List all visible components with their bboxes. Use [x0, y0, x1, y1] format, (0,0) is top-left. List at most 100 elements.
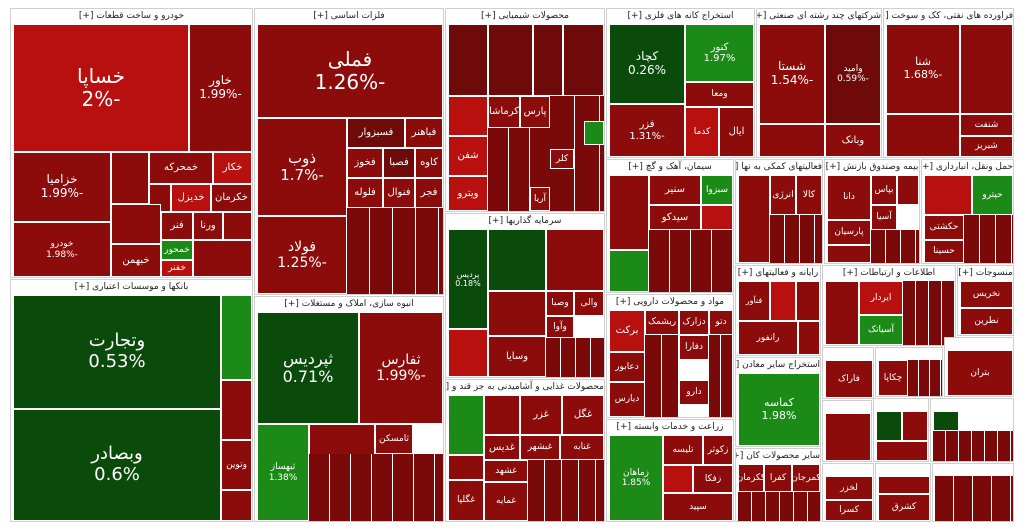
tile-kala[interactable]: کالا — [796, 175, 822, 215]
sector-pharma[interactable]: مواد و محصولات دارویی [+] برکت ریشمک دزا… — [606, 294, 734, 418]
tile-group-food-small[interactable] — [528, 460, 604, 521]
tile-zarvas[interactable]: فاراک — [825, 360, 873, 398]
sector-food[interactable]: محصولات غذایی و آشامیدنی به جز قند و [+]… — [445, 379, 605, 522]
sector-misc-c[interactable]: بتران — [944, 337, 1014, 397]
tile-khakar[interactable]: خکار — [213, 152, 252, 184]
sector-insurance[interactable]: بیمه وصندوق بازنش [+] دانا بپاس آسیا پار… — [824, 159, 920, 264]
tile-fanavar[interactable]: فنآور — [738, 281, 770, 321]
tile-dzarak[interactable]: دزارک — [679, 310, 709, 335]
tile-shanft[interactable]: شنفت — [960, 114, 1013, 136]
tile-folvel[interactable]: فلوله — [347, 178, 383, 208]
tile-sidco[interactable]: سیدکو — [649, 205, 701, 230]
sector-misc-h[interactable]: کشرق — [875, 463, 931, 522]
tile-invest-2[interactable] — [488, 229, 546, 291]
tile-misc-f-green[interactable] — [933, 411, 959, 431]
tile-khaspa[interactable]: خساپا -2% — [13, 24, 189, 152]
tile-misc-d-1[interactable] — [825, 413, 871, 461]
tile-tfares[interactable]: ثفارس -1.99% — [359, 312, 443, 424]
tile-zamahan[interactable]: زماهان 1.85% — [609, 435, 663, 521]
sector-food-title[interactable]: محصولات غذایی و آشامیدنی به جز قند و [+] — [446, 380, 604, 394]
tile-ghgolpa[interactable]: غگلپا — [448, 480, 484, 521]
tile-chem-4[interactable] — [563, 24, 604, 96]
tile-group-misc-i[interactable] — [935, 476, 1013, 521]
tile-group-misc-b[interactable] — [908, 360, 942, 396]
tile-ghnabe[interactable]: غنابه — [560, 435, 604, 460]
tile-ghgol[interactable]: غگل — [562, 395, 604, 435]
sector-pharma-title[interactable]: مواد و محصولات دارویی [+] — [607, 295, 733, 309]
tile-sabzva[interactable]: سبزوا — [701, 175, 733, 205]
tile-vebsader[interactable]: وبصادر 0.6% — [13, 409, 221, 521]
sector-chem[interactable]: محصولات شیمیایی [+] کرماشا پارس شفن ویتر… — [445, 8, 605, 212]
tile-fenvol[interactable]: فنوال — [383, 178, 415, 208]
tile-kchad[interactable]: کچاد 0.26% — [609, 24, 685, 104]
tile-darou[interactable]: دارو — [679, 380, 709, 405]
sector-banks-title[interactable]: بانکها و موسسات اعتباری [+] — [11, 280, 252, 294]
tile-asyatek[interactable]: آسیاتک — [859, 315, 903, 345]
sector-misc-f[interactable] — [930, 398, 1014, 462]
tile-btaran[interactable]: بتران — [947, 350, 1013, 396]
tile-bank-2[interactable] — [221, 380, 252, 440]
sector-auto[interactable]: خودرو و ساخت قطعات [+] خساپا -2% خاور -1.9… — [10, 8, 253, 278]
tile-hkashti[interactable]: حکشتی — [924, 215, 964, 240]
tile-sepid[interactable]: سپید — [663, 493, 733, 521]
tile-khodizel[interactable]: خدیزل — [171, 184, 211, 212]
tile-bank-3[interactable] — [221, 490, 252, 521]
tile-shasta[interactable]: شستا -1.54% — [759, 24, 825, 124]
tile-saner[interactable]: سنیر — [649, 175, 701, 205]
tile-khodro[interactable]: خودرو -1.98% — [13, 222, 111, 277]
sector-agri-title[interactable]: زراعت و خدمات وابسته [+] — [607, 420, 733, 434]
tile-vatejarat[interactable]: وتجارت 0.53% — [13, 295, 221, 409]
sector-textile-title[interactable]: منسوجات [+] — [958, 266, 1013, 280]
tile-zfaka[interactable]: زفکا — [693, 465, 733, 493]
tile-food-3[interactable] — [448, 455, 484, 480]
tile-ghabanan[interactable]: غبشهر — [520, 435, 560, 460]
tile-vsaba[interactable]: وصبا — [546, 291, 574, 316]
sector-misc-i[interactable] — [932, 463, 1014, 522]
sector-telecom-title[interactable]: اطلاعات و ارتباطات [+] — [823, 266, 955, 280]
tile-kamar[interactable]: کمرجان — [792, 464, 820, 492]
sector-metals[interactable]: فلزات اساسی [+] فملی -1.26% ذوب -1.7% فولا… — [254, 8, 444, 295]
tile-knor[interactable]: کنور 1.97% — [685, 24, 754, 82]
tile-food-2[interactable] — [484, 395, 520, 435]
tile-invest-5[interactable] — [448, 329, 488, 377]
tile-small-auto-3[interactable] — [111, 204, 161, 244]
sector-oil-title[interactable]: فراورده های نفتی، کک و سوخت [+] — [884, 9, 1013, 23]
sector-misc-b[interactable]: چکاپا — [875, 347, 943, 397]
sector-support-title[interactable]: فعالیتهای کمکی به نها [+] — [736, 160, 822, 174]
tile-kkarmad[interactable]: ککرمان — [738, 464, 764, 492]
tile-kesra[interactable]: کسرا — [825, 500, 873, 521]
tile-comp-4[interactable] — [798, 321, 820, 355]
tile-asia[interactable]: آسیا — [871, 205, 897, 230]
tile-vitro[interactable]: ویترو — [448, 176, 488, 211]
tile-rishmak[interactable]: ریشمک — [645, 310, 679, 335]
tile-ksh[interactable]: کشرق — [878, 494, 930, 521]
tile-fajr[interactable]: فجر — [415, 178, 443, 208]
tile-invest-4[interactable] — [488, 291, 546, 336]
tile-vsaya[interactable]: وسایا — [488, 336, 546, 377]
tile-parsi[interactable]: پارس — [520, 96, 550, 128]
tile-small-auto-4[interactable] — [223, 212, 252, 240]
tile-group-cement-small[interactable] — [649, 230, 733, 292]
sector-computer-title[interactable]: رایانه و فعالیتهای [+] — [736, 266, 820, 280]
tile-rankfor[interactable]: رانفور — [738, 321, 798, 355]
sector-agri[interactable]: زراعت و خدمات وابسته [+] زماهان 1.85% تلی… — [606, 419, 734, 522]
sector-telecom[interactable]: اطلاعات و ارتباطات [+] ایردار آسیاتک — [822, 265, 956, 346]
tile-ins-2[interactable] — [897, 175, 919, 205]
tile-chem-green[interactable] — [584, 121, 604, 145]
tile-tpardis[interactable]: ثپردیس 0.71% — [257, 312, 359, 424]
tile-iranard[interactable]: ایردار — [859, 281, 903, 315]
tile-misc-e-green[interactable] — [876, 411, 902, 441]
tile-parsian[interactable]: پارسیان — [827, 220, 871, 245]
tile-ayal[interactable]: ایال — [719, 107, 754, 157]
tile-bayas[interactable]: بپاس — [871, 175, 897, 205]
sector-invest[interactable]: سرمایه گذاریها [+] پردیس 0.18% والی وصبا … — [445, 213, 605, 378]
tile-vavel[interactable]: وآوا — [546, 316, 574, 338]
tile-food-green[interactable] — [448, 395, 484, 455]
tile-misc-e-2[interactable] — [902, 411, 928, 441]
sector-textile[interactable]: منسوجات [+] نخریس نطرین — [957, 265, 1014, 336]
tile-group-misc-f[interactable] — [933, 431, 1013, 461]
tile-misc-h-1[interactable] — [878, 476, 930, 494]
tile-kamase[interactable]: کماسه 1.98% — [738, 373, 820, 446]
tile-dtoo[interactable]: دتو — [709, 310, 733, 335]
